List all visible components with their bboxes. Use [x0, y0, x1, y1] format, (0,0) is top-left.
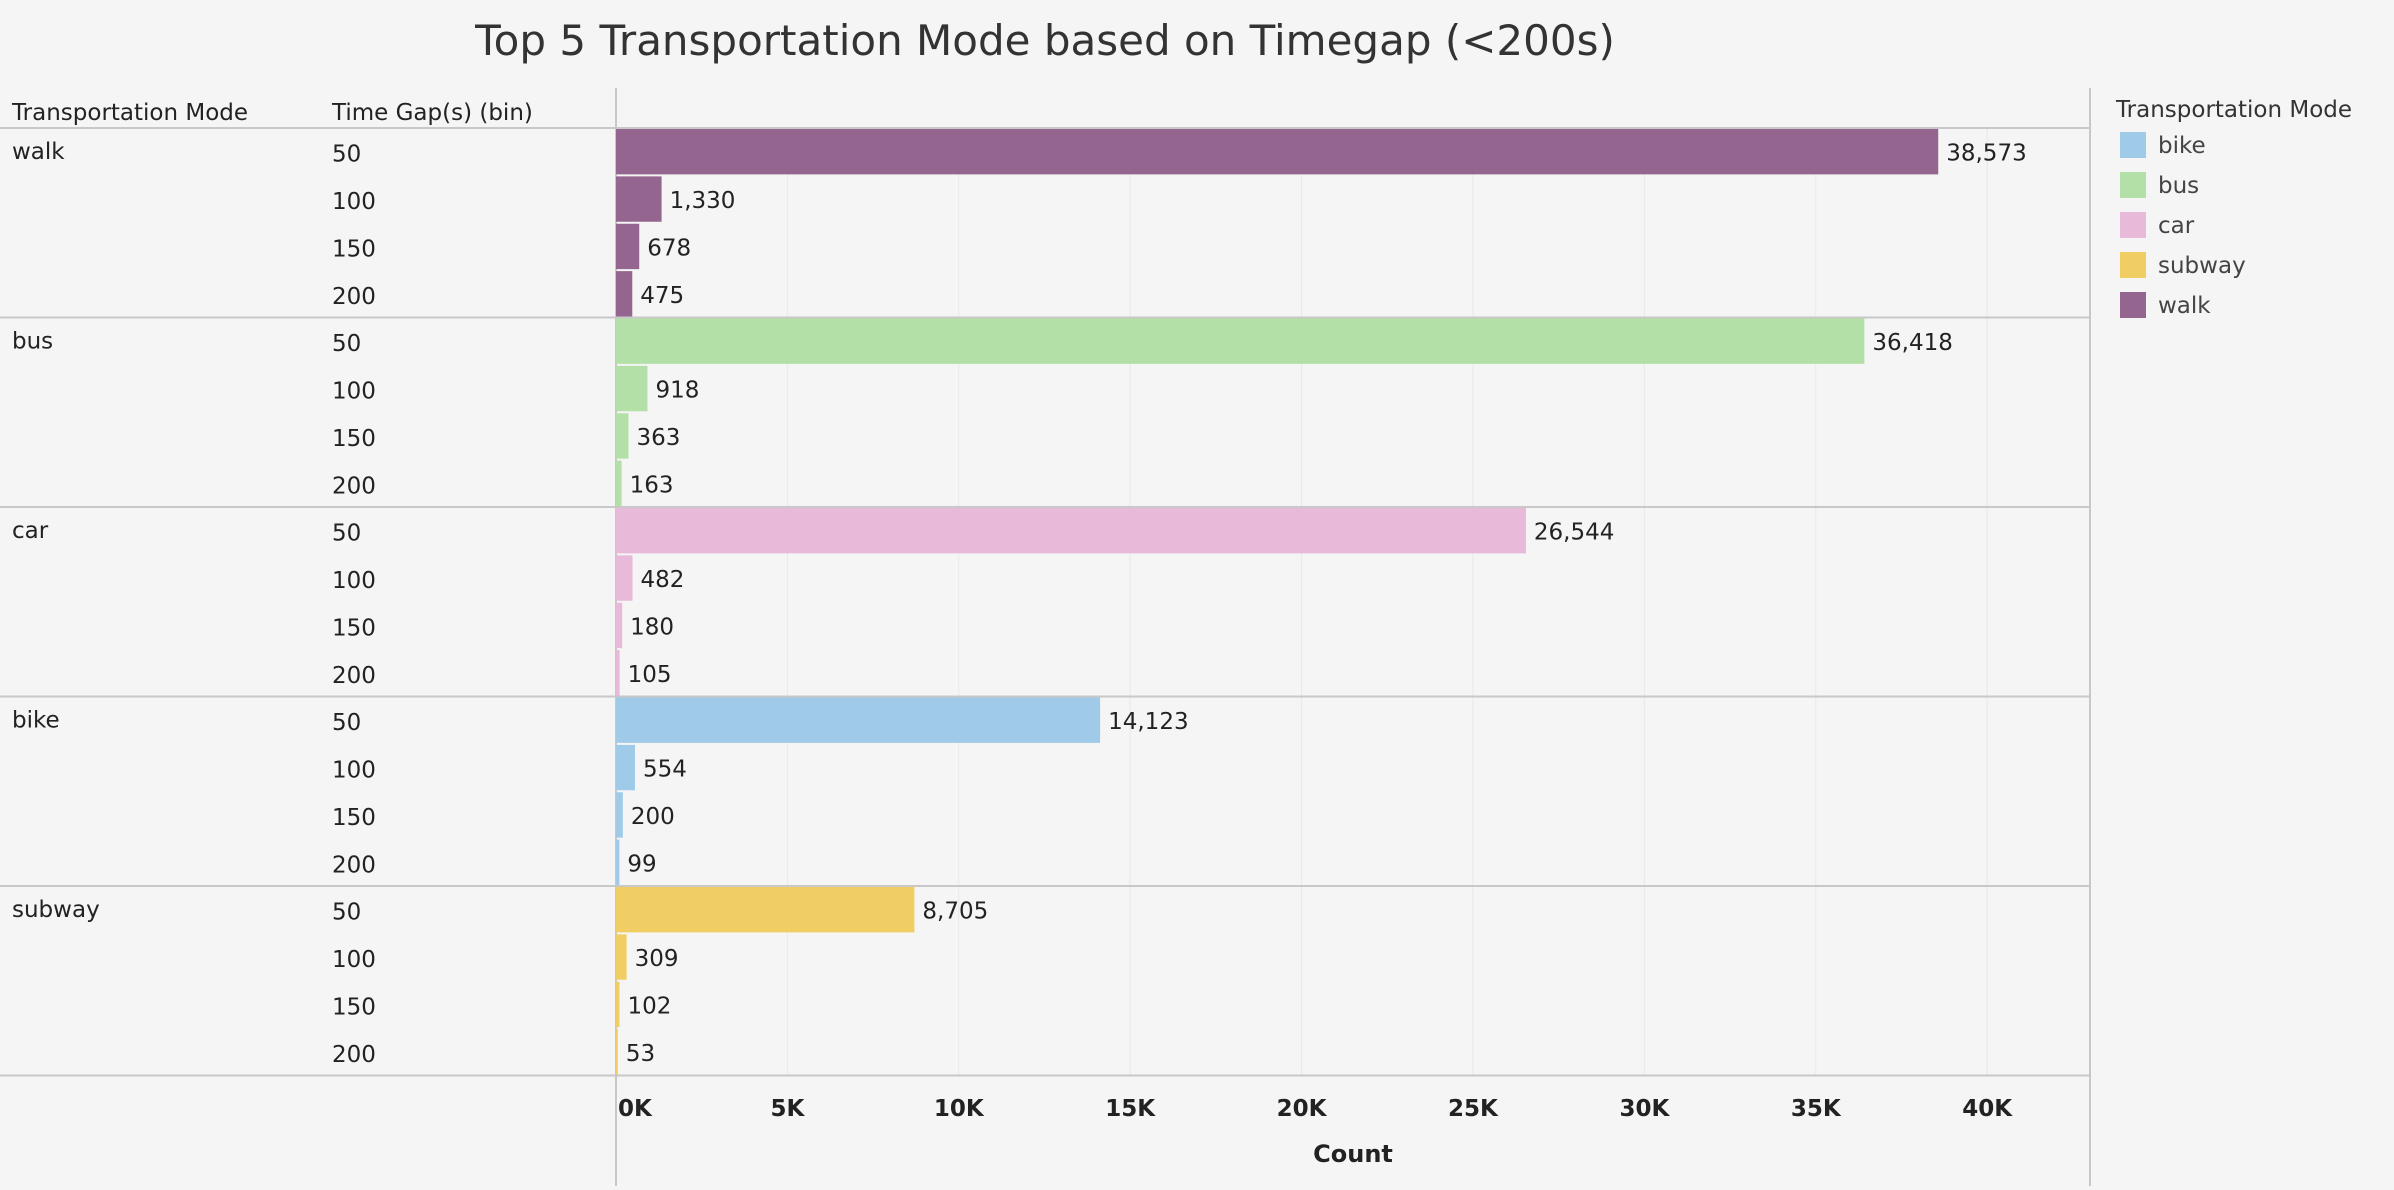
data-label: 105 [628, 662, 672, 688]
bar-bus-50 [616, 318, 1865, 364]
x-tick-label: 30K [1619, 1096, 1670, 1122]
bin-label: 50 [332, 900, 361, 926]
data-label: 475 [640, 283, 684, 309]
x-tick-label: 35K [1791, 1096, 1842, 1122]
legend-title: Transportation Mode [2115, 97, 2352, 123]
bar-subway-100 [616, 934, 627, 980]
bin-label: 150 [332, 994, 376, 1020]
bin-label: 200 [332, 852, 376, 878]
data-label: 482 [641, 567, 685, 593]
bar-subway-200 [616, 1029, 618, 1075]
legend-swatch-bike [2120, 132, 2146, 158]
bin-label: 100 [332, 947, 376, 973]
legend-label-bike: bike [2158, 133, 2206, 159]
data-label: 102 [627, 993, 671, 1019]
bar-car-200 [616, 650, 620, 696]
chart-title: Top 5 Transportation Mode based on Timeg… [474, 16, 1615, 65]
row-labels-layer: walk 50 38,573 100 1,330 150 678 200 475 bus 50 36,… [12, 139, 2027, 1068]
bar-car-150 [616, 602, 623, 649]
bin-label: 200 [332, 473, 376, 499]
legend: Transportation Mode bike bus car subway walk [2115, 97, 2352, 319]
data-label: 36,418 [1872, 330, 1952, 356]
x-tick-label: 20K [1277, 1096, 1328, 1122]
bin-label: 100 [332, 568, 376, 594]
bar-subway-50 [616, 887, 915, 933]
data-label: 1,330 [670, 188, 736, 214]
bar-bike-50 [616, 697, 1101, 743]
bar-bike-150 [616, 792, 623, 838]
data-label: 8,705 [922, 899, 988, 925]
bars-layer [616, 129, 1939, 1075]
data-label: 53 [626, 1041, 655, 1067]
bar-bike-100 [616, 744, 635, 791]
bar-walk-150 [616, 223, 640, 270]
bar-bus-150 [616, 413, 629, 459]
legend-swatch-car [2120, 212, 2146, 238]
bin-label: 50 [332, 142, 361, 168]
x-tick-label: 40K [1962, 1096, 2013, 1122]
bin-label: 200 [332, 284, 376, 310]
grid-lines [0, 88, 2091, 1186]
mode-label-car: car [12, 518, 49, 544]
bin-label: 150 [332, 426, 376, 452]
legend-swatch-walk [2120, 292, 2146, 318]
x-axis: 0K 5K 10K 15K 20K 25K 30K 35K 40K [618, 1096, 2013, 1122]
bar-bike-200 [616, 839, 620, 885]
bin-label: 150 [332, 615, 376, 641]
bin-label: 100 [332, 758, 376, 784]
x-tick-label: 10K [934, 1096, 985, 1122]
row-header-timegap: Time Gap(s) (bin) [331, 100, 533, 126]
data-label: 163 [630, 472, 674, 498]
data-label: 363 [636, 425, 680, 451]
legend-swatch-bus [2120, 172, 2146, 198]
data-label: 918 [655, 378, 699, 404]
bin-label: 150 [332, 805, 376, 831]
data-label: 38,573 [1946, 141, 2026, 167]
mode-label-bike: bike [12, 708, 60, 734]
bar-bus-100 [616, 365, 648, 412]
bin-label: 50 [332, 521, 361, 547]
x-tick-label: 25K [1448, 1096, 1499, 1122]
data-label: 200 [631, 804, 675, 830]
x-tick-label: 5K [770, 1096, 805, 1122]
data-label: 14,123 [1108, 709, 1188, 735]
bin-label: 50 [332, 331, 361, 357]
bar-walk-100 [616, 176, 662, 222]
data-label: 26,544 [1534, 520, 1614, 546]
bin-label: 150 [332, 236, 376, 262]
legend-label-car: car [2158, 213, 2195, 239]
bin-label: 100 [332, 189, 376, 215]
bin-label: 200 [332, 1042, 376, 1068]
legend-swatch-subway [2120, 252, 2146, 278]
mode-label-walk: walk [12, 139, 65, 165]
legend-label-subway: subway [2158, 253, 2246, 279]
mode-label-subway: subway [12, 897, 100, 923]
data-label: 554 [643, 757, 687, 783]
bar-subway-150 [616, 981, 620, 1028]
bar-car-100 [616, 555, 633, 601]
data-label: 309 [635, 946, 679, 972]
bin-label: 100 [332, 379, 376, 405]
bar-bus-200 [616, 460, 622, 506]
row-header-mode: Transportation Mode [11, 100, 248, 126]
x-tick-label: 15K [1105, 1096, 1156, 1122]
bin-label: 200 [332, 663, 376, 689]
mode-label-bus: bus [12, 329, 53, 355]
legend-label-bus: bus [2158, 173, 2199, 199]
data-label: 99 [627, 851, 656, 877]
data-label: 678 [647, 235, 691, 261]
bar-car-50 [616, 508, 1526, 554]
data-label: 180 [630, 614, 674, 640]
x-tick-label: 0K [618, 1096, 653, 1122]
bar-walk-50 [616, 129, 1939, 175]
x-axis-label: Count [1313, 1140, 1393, 1168]
legend-label-walk: walk [2158, 293, 2211, 319]
bin-label: 50 [332, 710, 361, 736]
bar-walk-200 [616, 271, 633, 317]
